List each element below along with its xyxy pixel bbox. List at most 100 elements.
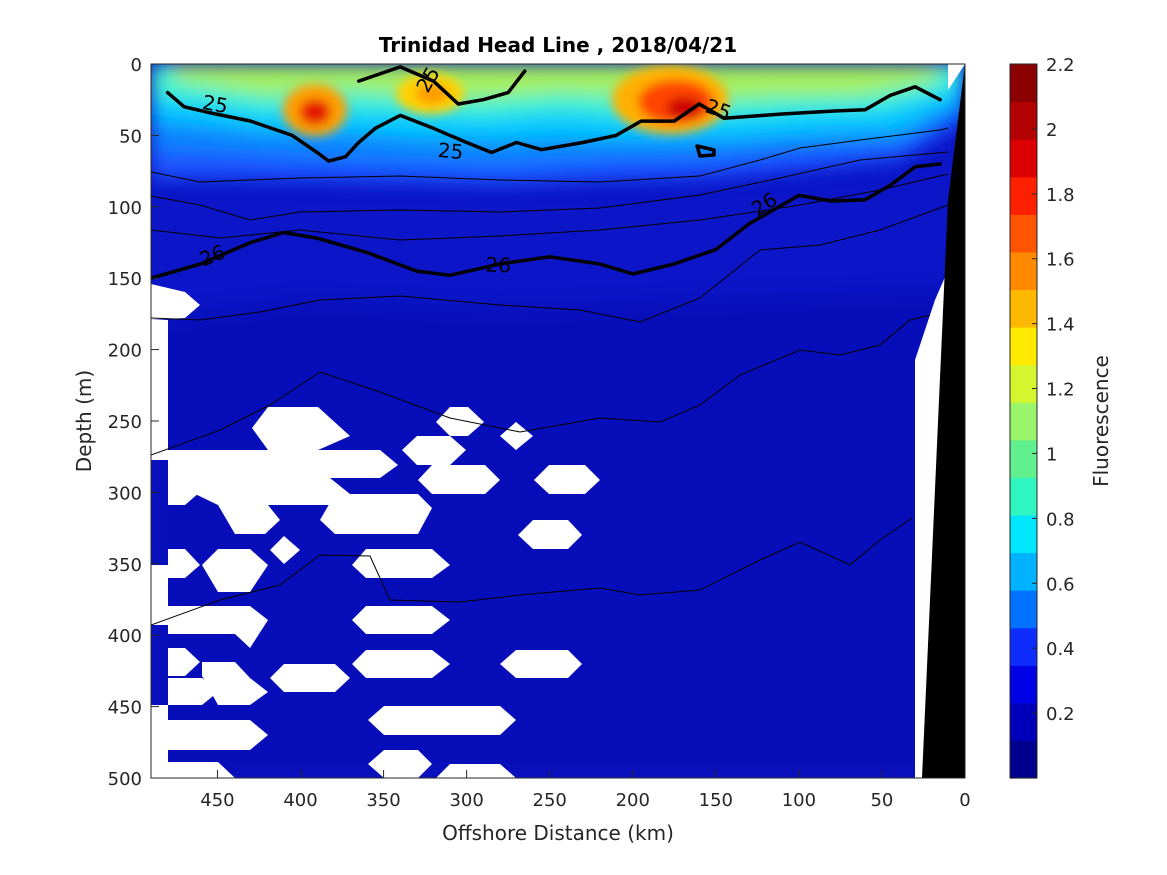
no-data-patch	[402, 436, 466, 465]
colorbar-steps	[1010, 64, 1037, 779]
x-tick-label: 50	[870, 790, 893, 811]
no-data-patch	[418, 465, 500, 494]
no-data-patch	[168, 678, 218, 705]
colorbar-step	[1010, 402, 1037, 441]
no-data-patch	[252, 407, 350, 450]
y-tick-label: 250	[108, 412, 142, 433]
bathymetry	[922, 64, 965, 778]
colorbar-label: Fluorescence	[1089, 355, 1113, 487]
no-data-patch	[202, 549, 268, 592]
thin-density-contours	[151, 127, 949, 626]
no-data-patch	[168, 480, 200, 505]
colorbar-tick-label: 0.6	[1046, 574, 1075, 595]
colorbar: 0.2 0.4 0.6 0.8 1 1.2 1.4 1.6 1.8 2 2.2 Fluorescen…	[1009, 55, 1113, 779]
no-data-patch	[151, 320, 168, 460]
contour-25-small-loop	[695, 144, 716, 158]
x-tick-label: 0	[959, 790, 970, 811]
no-data-patch	[168, 720, 268, 750]
y-tick-label: 500	[108, 769, 142, 790]
colorbar-step	[1010, 64, 1037, 103]
no-data-patch	[270, 664, 350, 692]
x-axis-label: Offshore Distance (km)	[442, 821, 674, 845]
plot-area: 25 25 25 25 26 26 26	[151, 64, 965, 778]
no-data-patch	[368, 706, 516, 735]
thin-contour	[151, 204, 949, 323]
no-data-patch	[168, 648, 200, 676]
colorbar-step	[1010, 214, 1037, 253]
x-tick-label: 350	[366, 790, 400, 811]
x-tick-label: 450	[200, 790, 234, 811]
no-data-patch	[436, 407, 484, 436]
contour-label: 25	[437, 138, 464, 164]
no-data-patch	[352, 606, 450, 634]
contour-label: 26	[485, 253, 511, 278]
x-tick-label: 250	[533, 790, 567, 811]
colorbar-step	[1010, 439, 1037, 478]
bold-density-contours	[151, 65, 942, 280]
no-data-patch	[270, 536, 300, 564]
hotspot-170km-core	[666, 97, 702, 119]
no-data-patch	[436, 764, 516, 778]
colorbar-step	[1010, 327, 1037, 366]
y-tick-label: 400	[108, 626, 142, 647]
colorbar-step	[1010, 552, 1037, 591]
colorbar-tick-label: 1.2	[1046, 380, 1075, 401]
contour-25-main	[165, 85, 942, 163]
y-tick-label: 50	[119, 126, 142, 147]
colorbar-step	[1010, 514, 1037, 554]
thin-contour	[151, 517, 913, 626]
no-data-patch	[352, 549, 450, 578]
y-tick-label: 300	[108, 483, 142, 504]
hotspots	[283, 66, 728, 136]
colorbar-tick-label: 2	[1046, 120, 1057, 141]
colorbar-ticks: 0.2 0.4 0.6 0.8 1 1.2 1.4 1.6 1.8 2 2.2	[1032, 55, 1075, 725]
x-tick-label: 100	[782, 790, 816, 811]
thin-contour	[151, 314, 931, 456]
y-tick-label: 200	[108, 341, 142, 362]
colorbar-step	[1010, 251, 1037, 291]
colorbar-step	[1010, 477, 1037, 516]
colorbar-frame	[1009, 63, 1038, 779]
colorbar-step	[1010, 665, 1037, 704]
colorbar-tick-label: 1.8	[1046, 185, 1075, 206]
no-data-patch	[151, 284, 200, 320]
colorbar-step	[1010, 139, 1037, 178]
y-tick-label: 350	[108, 555, 142, 576]
colorbar-step	[1010, 740, 1037, 779]
x-tick-label: 300	[449, 790, 483, 811]
x-axis: 450 400 350 300 250 200 150 100 50 0	[200, 770, 971, 811]
y-axis-label: Depth (m)	[72, 370, 96, 472]
colorbar-step	[1010, 702, 1037, 742]
no-data-patch	[534, 465, 600, 494]
no-data-patch	[352, 650, 450, 678]
colorbar-step	[1010, 590, 1037, 629]
no-data-patch	[320, 494, 432, 534]
chart-title: Trinidad Head Line , 2018/04/21	[379, 33, 737, 57]
y-tick-label: 100	[108, 198, 142, 219]
colorbar-step	[1010, 289, 1037, 328]
no-data-patch	[168, 450, 398, 534]
y-axis: 0 50 100 150 200 250 300 350 400 450 500	[108, 55, 159, 790]
x-tick-label: 200	[616, 790, 650, 811]
no-data-patch	[202, 662, 268, 705]
thin-contour	[151, 151, 949, 221]
no-data-patch	[151, 705, 168, 778]
x-tick-label: 400	[283, 790, 317, 811]
contour-26	[151, 162, 942, 280]
colorbar-step	[1010, 101, 1037, 140]
contour-25-upper	[356, 65, 527, 106]
no-data-patch	[500, 422, 533, 450]
x-tick-label: 150	[699, 790, 733, 811]
y-tick-label: 450	[108, 698, 142, 719]
no-data-patch	[500, 650, 582, 678]
band-green	[170, 64, 945, 100]
colorbar-step	[1010, 364, 1037, 403]
colorbar-step	[1010, 176, 1037, 215]
no-data-patch	[518, 520, 582, 549]
no-data-shelf-edge	[948, 64, 965, 90]
y-tick-label: 150	[108, 269, 142, 290]
colorbar-tick-label: 0.2	[1046, 704, 1075, 725]
colorbar-tick-label: 0.8	[1046, 509, 1075, 530]
no-data-patch	[168, 606, 268, 648]
